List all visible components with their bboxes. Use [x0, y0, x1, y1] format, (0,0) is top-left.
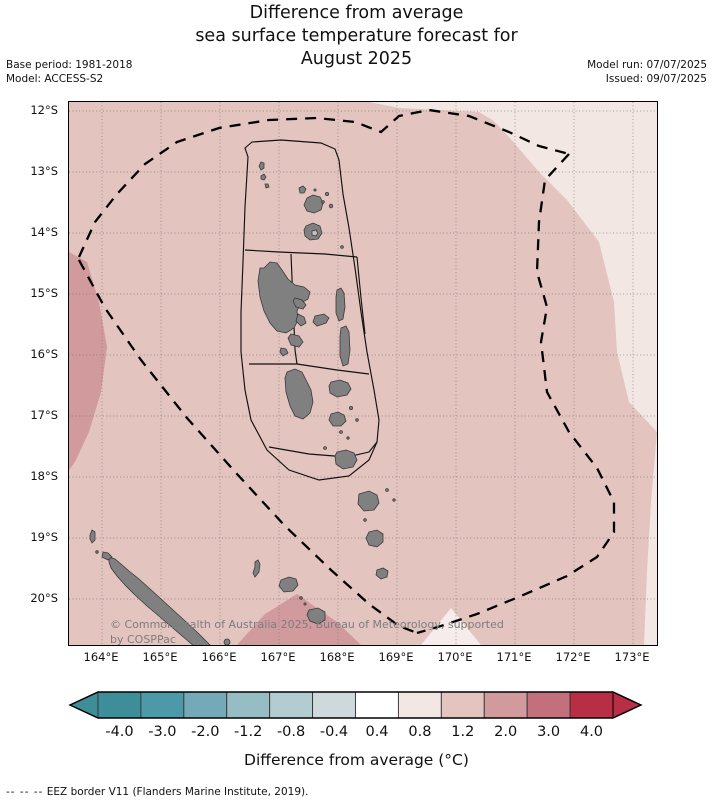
- colorbar-tick-1: -3.0: [148, 724, 177, 740]
- sst-anomaly-map: [69, 102, 657, 645]
- colorbar-outline: [68, 691, 643, 719]
- latitude-axis: 12°S 13°S 14°S 15°S 16°S 17°S 18°S 19°S 20°S: [0, 0, 66, 804]
- lon-tick-6: 170°E: [437, 650, 473, 664]
- colorbar-swatch-5: [312, 691, 356, 719]
- issued-text: Issued: 09/07/2025: [605, 73, 707, 85]
- colorbar-tick-0: -4.0: [105, 724, 134, 740]
- colorbar-tick-2: -2.0: [191, 724, 220, 740]
- lat-tick-8: 20°S: [30, 591, 58, 605]
- colorbar-swatch-2: [183, 691, 228, 719]
- colorbar-title: Difference from average (°C): [244, 751, 469, 769]
- colorbar-tick-4: -0.8: [276, 724, 306, 740]
- lon-tick-7: 171°E: [496, 650, 532, 664]
- lat-tick-5: 17°S: [30, 408, 58, 422]
- lat-tick-3: 15°S: [30, 286, 58, 300]
- colorbar-tick-7: 0.8: [408, 724, 432, 740]
- lat-tick-1: 13°S: [30, 164, 58, 178]
- title-line-3: August 2025: [300, 49, 413, 69]
- colorbar-extend-low: [68, 691, 99, 719]
- metadata-left: Base period: 1981-2018 Model: ACCESS-S2: [6, 58, 132, 86]
- colorbar[interactable]: [0, 690, 713, 730]
- colorbar-tick-9: 2.0: [494, 724, 518, 740]
- eez-border: [77, 108, 616, 635]
- colorbar-tick-11: 4.0: [579, 724, 604, 740]
- colorbar-swatch-8: [440, 691, 485, 719]
- colorbar-swatch-11: [569, 691, 614, 719]
- title-line-2: sea surface temperature forecast for: [195, 26, 518, 46]
- lat-tick-2: 14°S: [30, 225, 58, 239]
- colorbar-swatch-10: [526, 691, 571, 719]
- colorbar-swatch-9: [483, 691, 528, 719]
- lat-tick-4: 16°S: [30, 347, 58, 361]
- base-period-text: Base period: 1981-2018: [6, 59, 133, 71]
- lon-tick-1: 165°E: [142, 650, 178, 664]
- colorbar-tick-5: -0.4: [319, 724, 349, 740]
- colorbar-swatch-6: [355, 691, 399, 719]
- lat-tick-0: 12°S: [30, 103, 58, 117]
- colorbar-swatch-7: [397, 691, 442, 719]
- metadata-right: Model run: 07/07/2025 Issued: 09/07/2025: [587, 58, 707, 86]
- footnote-eez: -- -- -- EEZ border V11 (Flanders Marine…: [6, 786, 308, 798]
- eez-dash-key: -- -- --: [6, 786, 44, 798]
- new-caledonia: [89, 529, 326, 645]
- colorbar-tick-3: -1.2: [234, 724, 263, 740]
- credit-line-2: by COSPPac: [110, 633, 176, 646]
- lon-tick-0: 164°E: [83, 650, 119, 664]
- credit-line-1: © Commonwealth of Australia 2025, Bureau…: [110, 618, 504, 631]
- title-line-1: Difference from average: [249, 3, 464, 23]
- colorbar-tick-6: 0.4: [365, 724, 389, 740]
- lon-tick-4: 168°E: [319, 650, 355, 664]
- vanuatu-islands: [257, 161, 396, 580]
- colorbar-swatch-3: [226, 691, 271, 719]
- lon-tick-5: 169°E: [378, 650, 414, 664]
- lon-tick-9: 173°E: [614, 650, 650, 664]
- lon-tick-2: 166°E: [201, 650, 237, 664]
- lon-tick-8: 172°E: [555, 650, 591, 664]
- lat-tick-6: 18°S: [30, 469, 58, 483]
- map-plot-area[interactable]: [68, 101, 658, 646]
- map-credit: © Commonwealth of Australia 2025, Bureau…: [110, 617, 540, 647]
- lat-tick-7: 19°S: [30, 530, 58, 544]
- colorbar-swatch-1: [140, 691, 185, 719]
- colorbar-tick-8: 1.2: [451, 724, 475, 740]
- eez-footnote-text: EEZ border V11 (Flanders Marine Institut…: [46, 786, 309, 798]
- lon-tick-3: 167°E: [260, 650, 296, 664]
- model-text: Model: ACCESS-S2: [6, 73, 104, 85]
- model-run-text: Model run: 07/07/2025: [587, 59, 707, 71]
- page-title: Difference from average sea surface temp…: [0, 2, 713, 71]
- colorbar-swatch-0: [97, 691, 142, 719]
- colorbar-swatch-4: [269, 691, 314, 719]
- colorbar-tick-10: 3.0: [537, 724, 561, 740]
- colorbar-extend-high: [612, 691, 643, 719]
- colorbar-swatches: [68, 691, 643, 719]
